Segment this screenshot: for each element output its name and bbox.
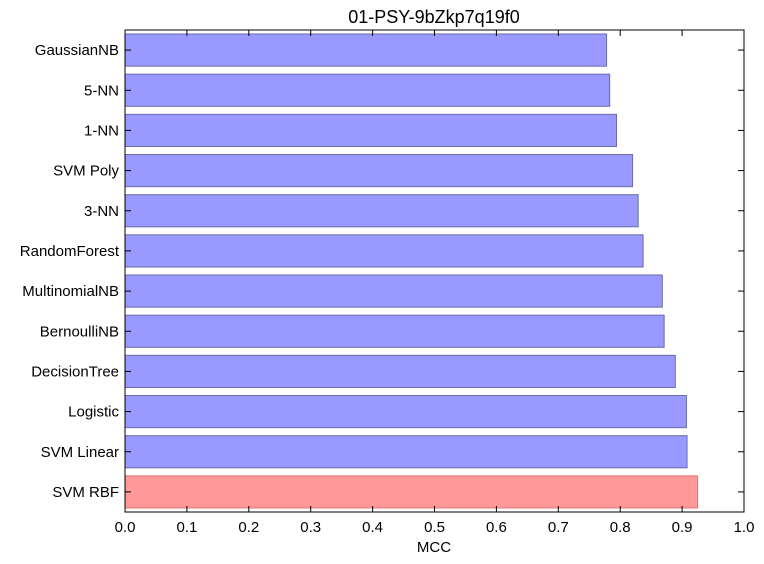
bars-group: [124, 33, 699, 509]
x-tick-label: 0.2: [238, 519, 259, 536]
x-tick-label: 0.4: [362, 519, 383, 536]
y-tick-label-randomforest: RandomForest: [20, 243, 120, 260]
y-tick-label-decisiontree: DecisionTree: [31, 363, 119, 380]
x-tick-label: 1.0: [734, 519, 755, 536]
y-tick-label-logistic: Logistic: [68, 404, 119, 421]
y-tick-label-svm-poly: SVM Poly: [53, 163, 119, 180]
y-tick-label-5-nn: 5-NN: [84, 82, 119, 99]
bar-3-nn: [124, 194, 639, 228]
bar-1-nn: [124, 113, 617, 147]
x-tick-label: 0.7: [548, 519, 569, 536]
bar-multinomialnb: [124, 274, 663, 308]
bar-5-nn: [124, 73, 611, 107]
bar-randomforest: [124, 234, 644, 268]
y-axis: GaussianNB 5-NN 1-NN SVM Poly 3-NN RandomFore…: [20, 42, 744, 501]
bar-svm-linear: [124, 435, 688, 469]
y-tick-label-svm-linear: SVM Linear: [41, 444, 119, 461]
x-tick-label: 0.6: [486, 519, 507, 536]
y-tick-label-multinomialnb: MultinomialNB: [22, 283, 119, 300]
bar-gaussiannb: [124, 33, 608, 67]
x-tick-label: 0.1: [176, 519, 197, 536]
x-tick-label: 0.8: [610, 519, 631, 536]
bar-logistic: [124, 395, 687, 429]
x-axis-label: MCC: [417, 539, 451, 556]
bar-svm-poly: [124, 154, 634, 188]
x-tick-label: 0.0: [115, 519, 136, 536]
y-tick-label-svm-rbf: SVM RBF: [52, 484, 119, 501]
x-tick-label: 0.3: [300, 519, 321, 536]
y-tick-label-1-nn: 1-NN: [84, 122, 119, 139]
x-tick-label: 0.9: [672, 519, 693, 536]
x-axis: 0.0 0.1 0.2 0.3 0.4 0.5 0.6 0.7 0.8 0.9 1.0: [115, 30, 755, 536]
y-tick-label-bernoullinb: BernoulliNB: [40, 323, 119, 340]
bar-decisiontree: [124, 354, 676, 388]
bar-svm-rbf: [124, 475, 699, 509]
chart-title: 01-PSY-9bZkp7q19f0: [348, 7, 519, 27]
x-tick-label: 0.5: [424, 519, 445, 536]
bar-bernoullinb: [124, 314, 665, 348]
y-tick-label-gaussiannb: GaussianNB: [35, 42, 119, 59]
y-tick-label-3-nn: 3-NN: [84, 203, 119, 220]
